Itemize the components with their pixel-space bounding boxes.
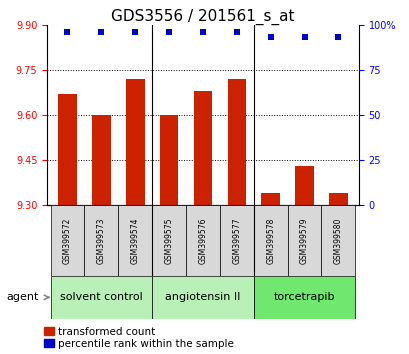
Bar [160, 115, 178, 205]
Bar [193, 91, 212, 205]
Text: GSM399578: GSM399578 [265, 217, 274, 264]
Bar [92, 115, 110, 205]
Bar [219, 205, 253, 276]
Text: GSM399580: GSM399580 [333, 217, 342, 264]
Text: GSM399575: GSM399575 [164, 217, 173, 264]
Bar [50, 276, 152, 319]
Text: GSM399577: GSM399577 [232, 217, 241, 264]
Text: solvent control: solvent control [60, 292, 142, 302]
Bar [118, 205, 152, 276]
Text: GSM399576: GSM399576 [198, 217, 207, 264]
Bar [328, 193, 347, 205]
Text: GSM399574: GSM399574 [130, 217, 139, 264]
Title: GDS3556 / 201561_s_at: GDS3556 / 201561_s_at [111, 8, 294, 25]
Text: GSM399573: GSM399573 [97, 217, 106, 264]
Text: GSM399572: GSM399572 [63, 217, 72, 264]
Text: GSM399579: GSM399579 [299, 217, 308, 264]
Bar [152, 276, 253, 319]
Bar [84, 205, 118, 276]
Bar [253, 205, 287, 276]
Bar [50, 205, 84, 276]
Bar [58, 94, 76, 205]
Bar [186, 205, 219, 276]
Text: agent: agent [7, 292, 39, 302]
Bar [227, 79, 245, 205]
Text: torcetrapib: torcetrapib [273, 292, 335, 302]
Bar [294, 166, 313, 205]
Text: angiotensin II: angiotensin II [165, 292, 240, 302]
Bar [321, 205, 355, 276]
Bar [126, 79, 144, 205]
Bar [152, 205, 186, 276]
Bar [253, 276, 355, 319]
Bar [261, 193, 279, 205]
Bar [287, 205, 321, 276]
Legend: transformed count, percentile rank within the sample: transformed count, percentile rank withi… [44, 327, 233, 349]
